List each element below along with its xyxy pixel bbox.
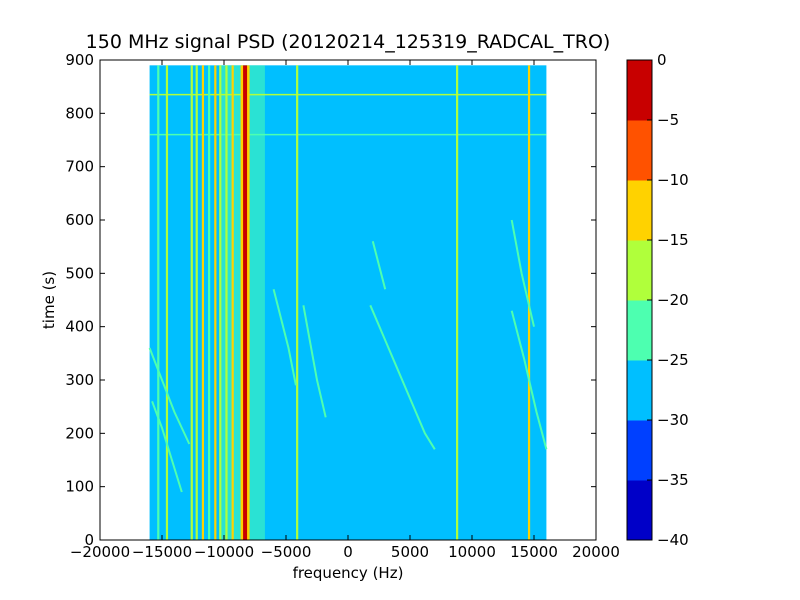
colorbar-tick-label: −40: [657, 531, 689, 549]
y-tick-label: 900: [65, 51, 94, 69]
drifting-track: [302, 305, 327, 418]
plot-area: −20000 −15000 −10000 −5000 0 5000 10000 15000 20…: [65, 51, 620, 561]
y-tick-label: 0: [84, 531, 94, 549]
x-tick-label: 20000: [572, 543, 620, 561]
chart-title: 150 MHz signal PSD (20120214_125319_RADC…: [86, 31, 611, 53]
colorbar-segment: [627, 120, 652, 181]
colorbar-segment: [627, 240, 652, 301]
colorbar-segment: [627, 60, 652, 121]
colorbar-tick-label: −20: [657, 291, 689, 309]
y-tick-label: 600: [65, 211, 94, 229]
x-axis-ticks: −20000 −15000 −10000 −5000 0 5000 10000 15000 20…: [70, 60, 620, 561]
psd-heatmap: [149, 65, 547, 540]
colorbar-tick-label: −35: [657, 471, 689, 489]
y-axis-label: time (s): [40, 271, 58, 329]
colorbar-segment: [627, 180, 652, 241]
drifting-track: [369, 304, 436, 450]
drifting-track: [371, 241, 387, 290]
colorbar-segment: [627, 360, 652, 421]
drifting-track: [148, 347, 191, 445]
x-tick-label: −10000: [194, 543, 254, 561]
colorbar-tick-label: −15: [657, 231, 689, 249]
colorbar: −40 −35 −30 −25 −20 −15 −10 −5 0: [626, 51, 689, 549]
x-tick-label: −20000: [70, 543, 130, 561]
x-tick-label: 10000: [448, 543, 496, 561]
colorbar-tick-label: −5: [657, 111, 679, 129]
y-tick-label: 500: [65, 264, 94, 282]
x-axis-label: frequency (Hz): [293, 564, 404, 582]
drifting-track: [151, 400, 183, 493]
colorbar-tick-label: −25: [657, 351, 689, 369]
colorbar-segment: [627, 300, 652, 361]
drifting-track: [510, 219, 535, 327]
colorbar-segment: [627, 480, 652, 541]
drifting-track: [272, 289, 297, 386]
y-tick-label: 700: [65, 158, 94, 176]
y-tick-label: 300: [65, 371, 94, 389]
y-tick-label: 800: [65, 104, 94, 122]
y-axis-ticks: 0 100 200 300 400 500 600 700 800 900: [65, 51, 596, 549]
colorbar-tick-label: −30: [657, 411, 689, 429]
colorbar-tick-label: 0: [657, 51, 667, 69]
drifting-tracks: [148, 219, 548, 493]
x-tick-label: 0: [343, 543, 353, 561]
colorbar-segment: [627, 420, 652, 481]
x-tick-label: −5000: [261, 543, 312, 561]
y-tick-label: 100: [65, 478, 94, 496]
y-tick-label: 200: [65, 424, 94, 442]
colorbar-tick-label: −10: [657, 171, 689, 189]
x-tick-label: 15000: [510, 543, 558, 561]
x-tick-label: −15000: [132, 543, 192, 561]
x-tick-label: 5000: [391, 543, 429, 561]
drifting-track: [510, 310, 548, 450]
y-tick-label: 400: [65, 318, 94, 336]
